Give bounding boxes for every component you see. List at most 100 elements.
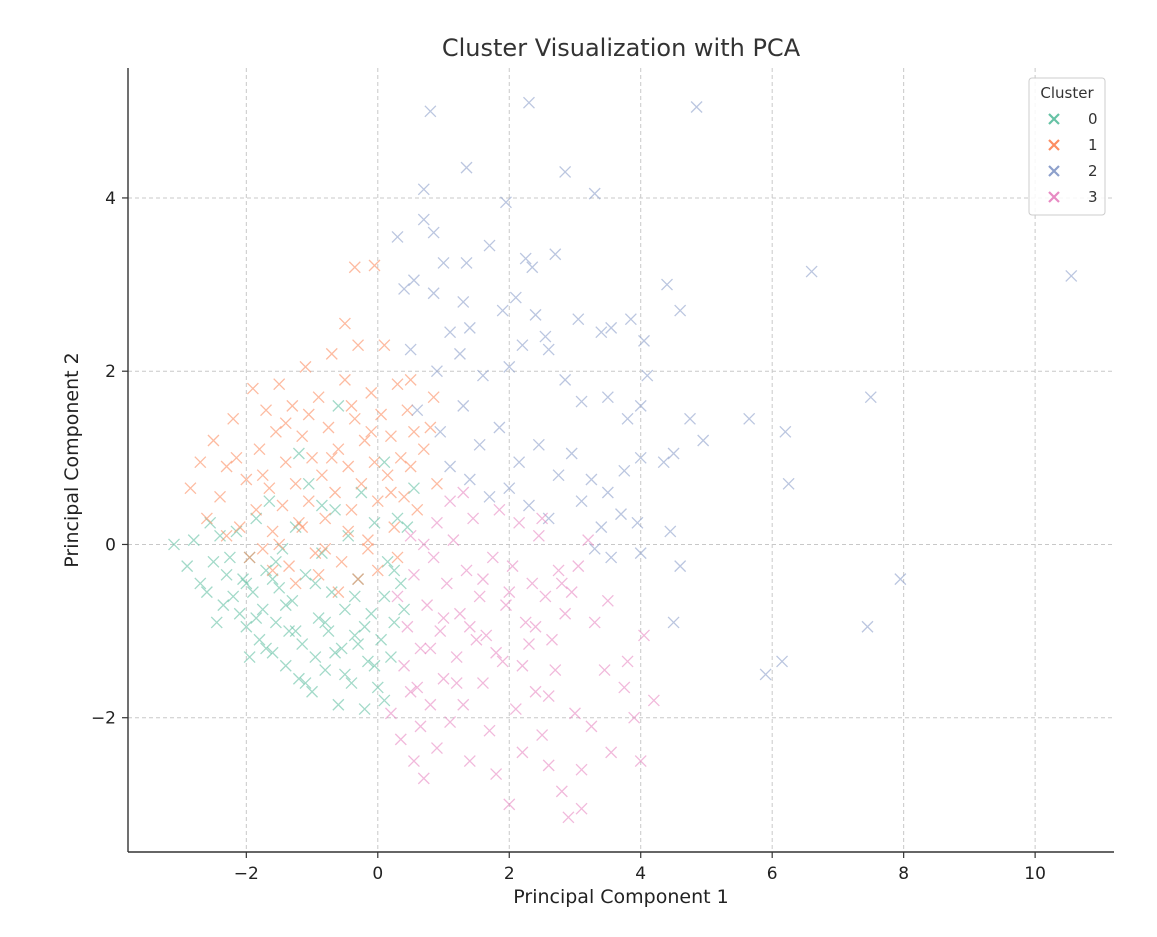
point-cluster-2 <box>424 105 437 118</box>
point-cluster-1 <box>352 339 365 352</box>
point-cluster-0 <box>332 698 345 711</box>
point-cluster-3 <box>398 659 411 672</box>
x-tick-label: 4 <box>635 864 646 884</box>
point-cluster-3 <box>536 729 549 742</box>
point-cluster-3 <box>473 590 486 603</box>
point-cluster-3 <box>463 755 476 767</box>
grid <box>128 68 1114 852</box>
point-cluster-0 <box>335 642 348 655</box>
point-cluster-1 <box>299 360 312 373</box>
point-cluster-1 <box>329 486 342 499</box>
point-cluster-1 <box>207 434 220 447</box>
x-tick-label: 2 <box>504 864 515 884</box>
point-cluster-2 <box>601 486 614 499</box>
legend: Cluster 0 1 2 3 <box>1028 77 1106 216</box>
point-cluster-1 <box>394 451 407 464</box>
point-cluster-2 <box>595 521 608 534</box>
point-cluster-2 <box>559 165 572 178</box>
legend-title: Cluster <box>1040 84 1094 102</box>
point-cluster-2 <box>453 347 466 360</box>
point-cluster-1 <box>338 317 351 330</box>
point-cluster-2 <box>621 412 634 425</box>
point-cluster-0 <box>220 568 233 581</box>
point-cluster-2 <box>417 213 430 226</box>
legend-marker-3 <box>1048 191 1060 203</box>
point-cluster-2 <box>585 473 598 486</box>
point-cluster-3 <box>424 642 437 655</box>
point-cluster-3 <box>536 512 549 525</box>
point-cluster-0 <box>388 616 401 629</box>
legend-marker-1 <box>1048 139 1060 151</box>
point-cluster-2 <box>572 313 585 326</box>
point-cluster-1 <box>430 477 443 490</box>
point-cluster-0 <box>269 555 282 568</box>
point-cluster-0 <box>240 577 253 590</box>
series-1 <box>184 259 443 599</box>
point-cluster-2 <box>473 438 486 451</box>
point-cluster-0 <box>253 633 266 646</box>
point-cluster-3 <box>450 651 463 664</box>
point-cluster-1 <box>240 473 253 486</box>
point-cluster-1 <box>309 547 322 560</box>
point-cluster-3 <box>430 516 443 529</box>
legend-marker-0 <box>1048 113 1060 125</box>
point-cluster-0 <box>279 659 292 672</box>
point-cluster-3 <box>430 742 443 755</box>
point-cluster-0 <box>378 694 391 707</box>
point-cluster-1 <box>256 542 269 555</box>
point-cluster-2 <box>463 321 476 334</box>
point-cluster-2 <box>496 304 509 317</box>
point-cluster-1 <box>325 347 338 360</box>
point-cluster-1 <box>342 460 355 473</box>
point-cluster-3 <box>598 664 611 677</box>
point-cluster-3 <box>647 694 660 707</box>
point-cluster-1 <box>302 408 315 421</box>
point-cluster-0 <box>348 629 361 642</box>
point-cluster-1 <box>361 534 374 547</box>
point-cluster-3 <box>506 560 519 573</box>
point-cluster-3 <box>565 586 578 599</box>
point-cluster-3 <box>509 703 522 716</box>
point-cluster-0 <box>223 551 236 564</box>
point-cluster-1 <box>266 564 279 577</box>
point-cluster-1 <box>273 378 286 391</box>
point-cluster-2 <box>641 369 654 382</box>
point-cluster-3 <box>513 516 526 529</box>
x-tick-label: 0 <box>372 864 383 884</box>
point-cluster-3 <box>384 707 397 720</box>
point-cluster-1 <box>184 482 197 495</box>
point-cluster-1 <box>243 551 256 564</box>
point-cluster-1 <box>335 555 348 568</box>
point-cluster-2 <box>615 508 627 521</box>
point-cluster-3 <box>542 759 555 772</box>
point-cluster-2 <box>404 343 417 356</box>
point-cluster-0 <box>296 638 309 651</box>
point-cluster-0 <box>292 447 305 460</box>
point-cluster-3 <box>407 755 420 767</box>
point-cluster-0 <box>260 564 272 577</box>
point-cluster-2 <box>552 469 565 482</box>
series-3 <box>384 486 660 824</box>
point-cluster-2 <box>743 412 756 425</box>
point-cluster-3 <box>437 612 450 625</box>
point-cluster-3 <box>417 538 430 551</box>
point-cluster-1 <box>263 482 276 495</box>
point-cluster-0 <box>299 568 312 581</box>
point-cluster-1 <box>289 577 302 590</box>
point-cluster-3 <box>411 681 424 694</box>
point-cluster-0 <box>352 638 365 651</box>
point-cluster-2 <box>407 274 420 287</box>
point-cluster-1 <box>220 529 233 542</box>
point-cluster-2 <box>427 226 440 239</box>
point-cluster-0 <box>391 512 404 525</box>
point-cluster-0 <box>381 555 394 568</box>
point-cluster-0 <box>368 659 381 672</box>
point-cluster-3 <box>444 716 457 729</box>
point-cluster-1 <box>368 259 381 272</box>
point-cluster-3 <box>601 594 614 607</box>
point-cluster-1 <box>411 503 424 516</box>
point-cluster-2 <box>684 412 696 425</box>
point-cluster-1 <box>371 495 384 508</box>
point-cluster-2 <box>674 560 687 573</box>
point-cluster-3 <box>575 802 588 815</box>
